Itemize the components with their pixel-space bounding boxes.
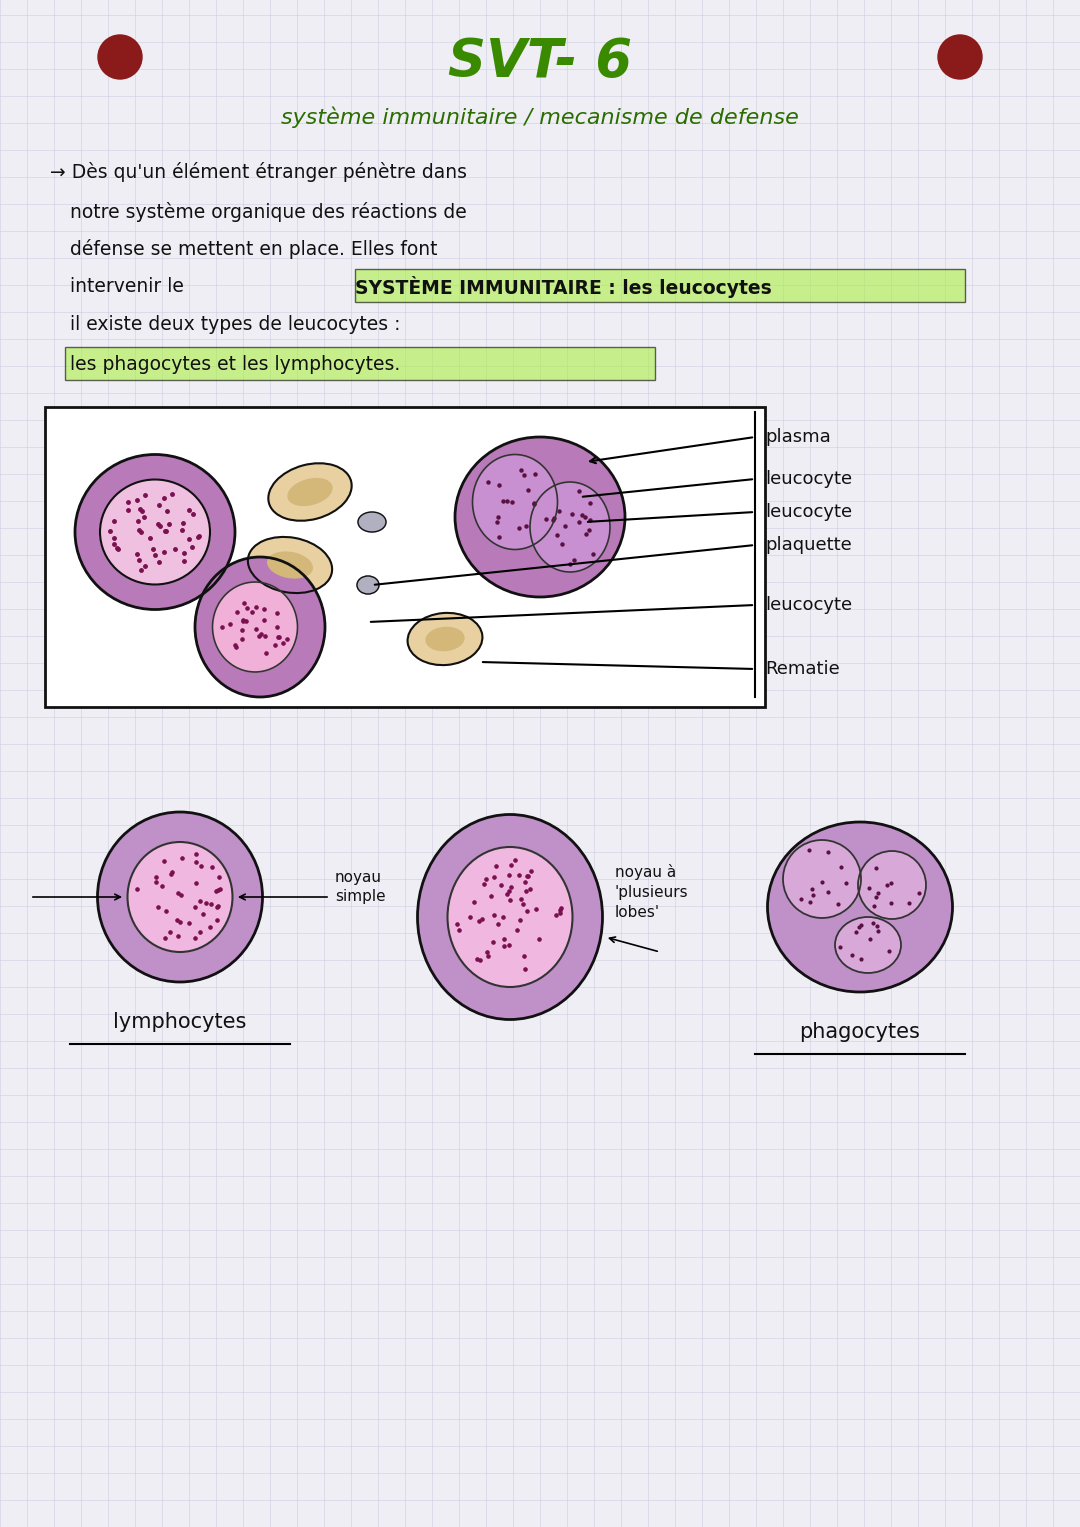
- Ellipse shape: [357, 512, 386, 531]
- Text: phagocytes: phagocytes: [799, 1022, 920, 1041]
- Ellipse shape: [97, 812, 262, 982]
- Text: lymphocytes: lymphocytes: [113, 1012, 246, 1032]
- Ellipse shape: [768, 822, 953, 993]
- Circle shape: [939, 35, 982, 79]
- Ellipse shape: [100, 479, 210, 585]
- FancyBboxPatch shape: [355, 269, 966, 302]
- Text: leucocyte: leucocyte: [765, 470, 852, 489]
- Ellipse shape: [288, 478, 332, 505]
- Ellipse shape: [127, 841, 232, 951]
- Ellipse shape: [835, 918, 901, 973]
- Text: défense se mettent en place. Elles font: défense se mettent en place. Elles font: [70, 240, 437, 260]
- Text: → Dès qu'un élément étranger pénètre dans: → Dès qu'un élément étranger pénètre dan…: [50, 162, 467, 182]
- Text: Rematie: Rematie: [765, 660, 840, 678]
- Text: les phagocytes et les lymphocytes.: les phagocytes et les lymphocytes.: [70, 356, 401, 374]
- FancyBboxPatch shape: [45, 408, 765, 707]
- Text: intervenir le: intervenir le: [70, 278, 190, 296]
- Ellipse shape: [418, 814, 603, 1020]
- Ellipse shape: [783, 840, 861, 918]
- Text: plasma: plasma: [765, 428, 831, 446]
- Ellipse shape: [75, 455, 235, 609]
- Text: système immunitaire / mecanisme de defense: système immunitaire / mecanisme de defen…: [281, 107, 799, 128]
- Text: leucocyte: leucocyte: [765, 596, 852, 614]
- Ellipse shape: [248, 538, 333, 592]
- Text: il existe deux types de leucocytes :: il existe deux types de leucocytes :: [70, 316, 401, 334]
- Ellipse shape: [357, 576, 379, 594]
- Ellipse shape: [530, 483, 610, 573]
- Ellipse shape: [473, 455, 557, 550]
- Ellipse shape: [407, 612, 483, 666]
- Text: SVT- 6: SVT- 6: [448, 37, 632, 89]
- Text: leucocyte: leucocyte: [765, 502, 852, 521]
- Ellipse shape: [195, 557, 325, 696]
- Ellipse shape: [858, 851, 926, 919]
- Ellipse shape: [426, 628, 464, 651]
- FancyBboxPatch shape: [65, 347, 654, 380]
- Text: notre système organique des réactions de: notre système organique des réactions de: [70, 202, 467, 221]
- Ellipse shape: [268, 463, 352, 521]
- Ellipse shape: [447, 847, 572, 986]
- Text: SYSTÈME IMMUNITAIRE : les leucocytes: SYSTÈME IMMUNITAIRE : les leucocytes: [355, 276, 772, 298]
- Text: noyau à
'plusieurs
lobes': noyau à 'plusieurs lobes': [615, 864, 689, 919]
- Ellipse shape: [268, 553, 312, 577]
- Ellipse shape: [213, 582, 297, 672]
- Ellipse shape: [455, 437, 625, 597]
- Text: noyau
simple: noyau simple: [335, 869, 386, 904]
- Text: plaquette: plaquette: [765, 536, 852, 554]
- Circle shape: [98, 35, 141, 79]
